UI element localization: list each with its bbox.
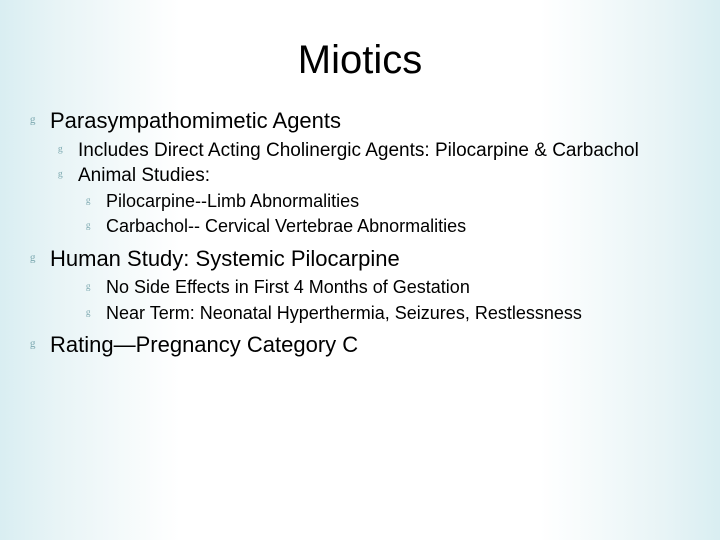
bullet-text: No Side Effects in First 4 Months of Ges… xyxy=(106,277,470,297)
bullet-text: Carbachol-- Cervical Vertebrae Abnormali… xyxy=(106,216,466,236)
bullet-icon: ᵍ xyxy=(30,249,50,272)
bullet-lvl1: ᵍHuman Study: Systemic Pilocarpine xyxy=(30,245,690,273)
bullet-text: Includes Direct Acting Cholinergic Agent… xyxy=(78,140,639,161)
bullet-text: Rating—Pregnancy Category C xyxy=(50,332,358,357)
bullet-lvl2: ᵍIncludes Direct Acting Cholinergic Agen… xyxy=(58,139,690,163)
bullet-icon: ᵍ xyxy=(30,335,50,358)
slide-title: Miotics xyxy=(0,0,720,101)
bullet-lvl3: ᵍNear Term: Neonatal Hyperthermia, Seizu… xyxy=(86,302,690,325)
bullet-icon: ᵍ xyxy=(30,111,50,134)
bullet-icon: ᵍ xyxy=(86,193,106,213)
bullet-lvl3: ᵍCarbachol-- Cervical Vertebrae Abnormal… xyxy=(86,215,690,238)
bullet-lvl3: ᵍNo Side Effects in First 4 Months of Ge… xyxy=(86,276,690,299)
bullet-icon: ᵍ xyxy=(86,218,106,238)
bullet-icon: ᵍ xyxy=(58,142,78,162)
bullet-icon: ᵍ xyxy=(86,305,106,325)
bullet-text: Pilocarpine--Limb Abnormalities xyxy=(106,191,359,211)
bullet-text: Animal Studies: xyxy=(78,165,210,186)
bullet-text: Parasympathomimetic Agents xyxy=(50,108,341,133)
slide: Miotics ᵍParasympathomimetic Agents ᵍInc… xyxy=(0,0,720,540)
slide-content: ᵍParasympathomimetic Agents ᵍIncludes Di… xyxy=(0,107,720,359)
bullet-text: Near Term: Neonatal Hyperthermia, Seizur… xyxy=(106,303,582,323)
bullet-lvl3: ᵍPilocarpine--Limb Abnormalities xyxy=(86,190,690,213)
bullet-icon: ᵍ xyxy=(58,167,78,187)
bullet-lvl1: ᵍParasympathomimetic Agents xyxy=(30,107,690,135)
bullet-lvl1: ᵍRating—Pregnancy Category C xyxy=(30,331,690,359)
bullet-icon: ᵍ xyxy=(86,279,106,299)
bullet-lvl2: ᵍAnimal Studies: xyxy=(58,164,690,188)
bullet-text: Human Study: Systemic Pilocarpine xyxy=(50,246,400,271)
